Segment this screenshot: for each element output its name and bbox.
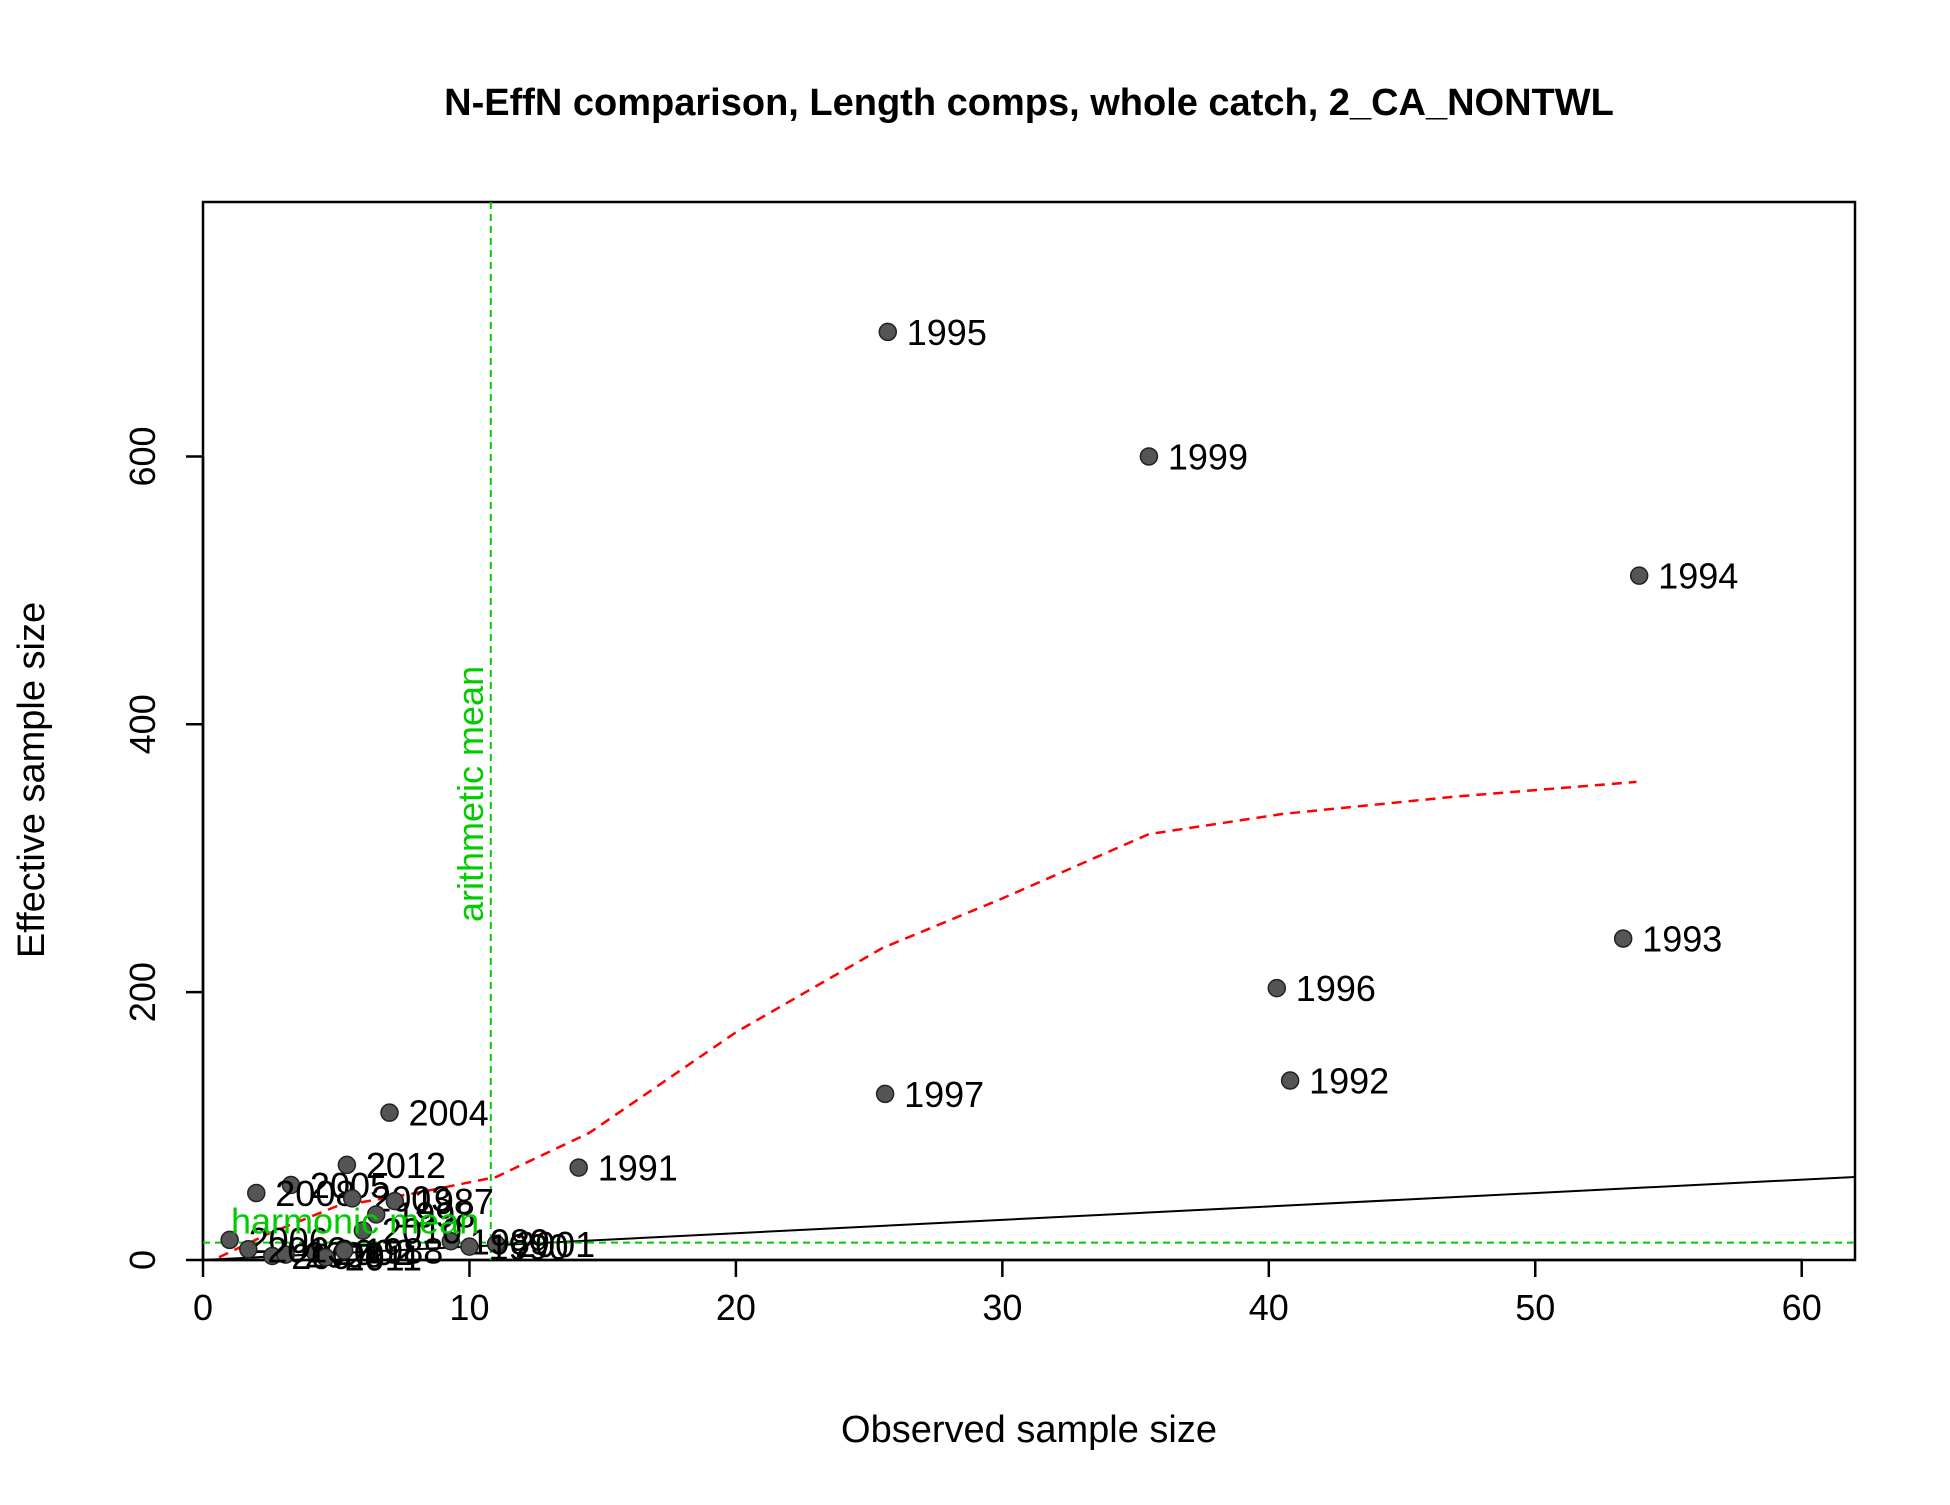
point-label: 1994 xyxy=(1658,556,1738,597)
point-label: 1988 xyxy=(363,1231,443,1272)
point-label: 1995 xyxy=(907,312,987,353)
arithmetic-mean-label: arithmetic mean xyxy=(450,666,491,922)
point-label: 1987 xyxy=(414,1181,494,1222)
x-tick-label: 10 xyxy=(449,1287,489,1328)
point-label: 1990 xyxy=(488,1227,568,1268)
y-tick-label: 0 xyxy=(122,1250,163,1270)
smoother-line xyxy=(218,780,1637,1259)
data-point xyxy=(342,1189,362,1208)
data-point xyxy=(380,1103,399,1122)
y-tick-label: 200 xyxy=(122,962,163,1022)
x-tick-label: 40 xyxy=(1249,1287,1289,1328)
point-label: 1998 xyxy=(395,1194,475,1235)
point-label: 1993 xyxy=(1642,919,1722,960)
data-point xyxy=(220,1230,239,1250)
x-tick-label: 30 xyxy=(982,1287,1022,1328)
data-point xyxy=(276,1245,295,1264)
data-point xyxy=(1629,566,1649,585)
data-point xyxy=(337,1155,357,1175)
point-label: 2001 xyxy=(515,1224,595,1265)
data-point xyxy=(385,1191,405,1211)
point-label: 2004 xyxy=(409,1093,489,1134)
data-point xyxy=(441,1232,461,1251)
x-tick-label: 50 xyxy=(1515,1287,1555,1328)
data-point xyxy=(1613,929,1633,948)
data-point xyxy=(239,1240,258,1259)
data-point xyxy=(486,1234,506,1254)
point-label: 1997 xyxy=(904,1074,984,1115)
point-label: 1992 xyxy=(1309,1061,1389,1102)
point-label: 1999 xyxy=(1168,436,1248,477)
data-point xyxy=(316,1248,335,1267)
data-point xyxy=(366,1205,386,1224)
point-label: 2013 xyxy=(267,1229,347,1270)
point-label: 2008 xyxy=(275,1173,355,1214)
data-point xyxy=(334,1241,354,1260)
point-label: 2011 xyxy=(345,1237,422,1278)
y-axis-label: Effective sample size xyxy=(11,602,53,958)
plot-area: 0 10 20 30 40 50 60020040060019951999199419931… xyxy=(122,200,1857,1328)
data-point xyxy=(1139,447,1159,466)
x-tick-label: 20 xyxy=(716,1287,756,1328)
point-label: 1989 xyxy=(470,1221,550,1262)
chart-title: N-EffN comparison, Length comps, whole c… xyxy=(444,82,1614,124)
data-point xyxy=(878,322,898,342)
point-label: 2010 xyxy=(382,1211,462,1252)
x-tick-label: 60 xyxy=(1782,1287,1822,1328)
data-point xyxy=(569,1158,588,1177)
data-point xyxy=(1267,978,1287,998)
data-point xyxy=(281,1175,301,1195)
data-point xyxy=(1280,1071,1300,1090)
y-tick-label: 600 xyxy=(122,426,163,486)
y-tick-label: 400 xyxy=(122,694,163,754)
x-axis-label: Observed sample size xyxy=(841,1409,1217,1451)
point-label: 2012 xyxy=(366,1145,446,1186)
harmonic-mean-label: harmonic mean xyxy=(231,1201,479,1242)
point-label: 1991 xyxy=(598,1148,678,1189)
data-point xyxy=(247,1183,266,1203)
data-point xyxy=(460,1237,479,1256)
data-point xyxy=(875,1084,895,1104)
point-label: 1996 xyxy=(1296,968,1376,1009)
x-tick-label: 0 xyxy=(193,1287,213,1328)
data-point xyxy=(353,1221,373,1240)
